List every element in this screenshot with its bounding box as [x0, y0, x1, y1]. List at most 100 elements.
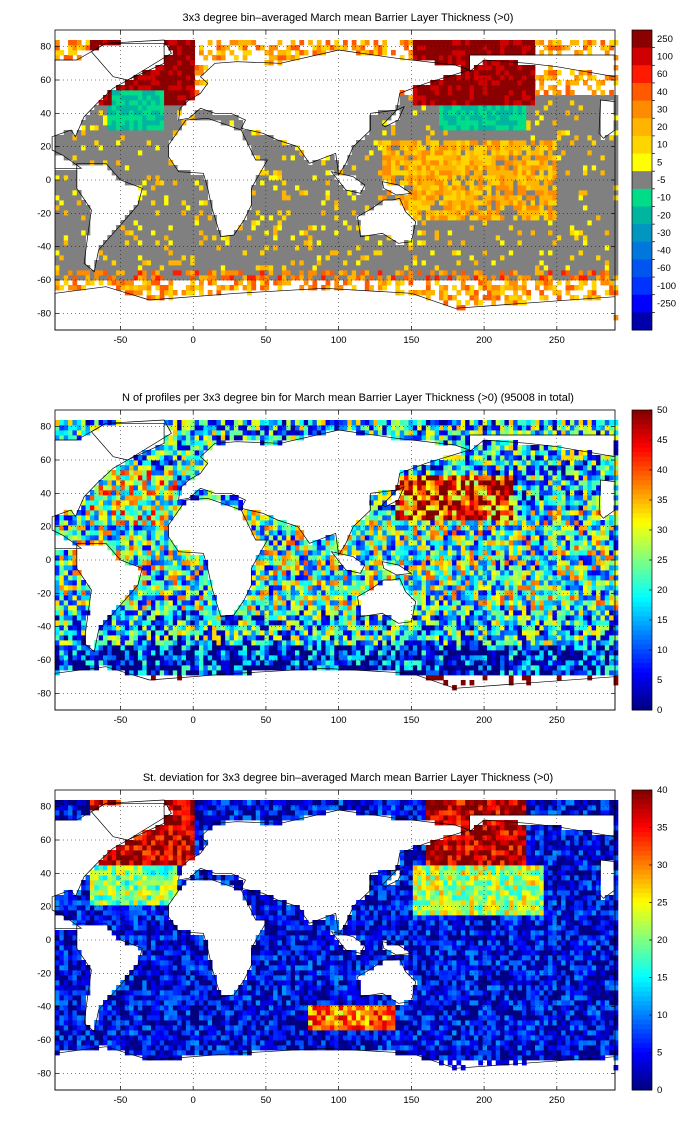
- data-cell: [134, 290, 139, 295]
- data-cell: [500, 70, 505, 75]
- data-cell: [609, 170, 614, 175]
- data-cell: [422, 230, 427, 235]
- data-cell: [312, 205, 317, 210]
- data-cell: [404, 195, 409, 200]
- data-cell: [173, 175, 178, 180]
- data-cell: [548, 280, 553, 285]
- data-cell: [583, 135, 588, 140]
- data-cell: [470, 270, 475, 275]
- data-cell: [522, 185, 527, 190]
- data-cell: [526, 260, 531, 265]
- data-cell: [326, 280, 331, 285]
- data-cell: [151, 85, 156, 90]
- data-cell: [142, 235, 147, 240]
- data-cell: [596, 210, 601, 215]
- data-cell: [282, 200, 287, 205]
- data-cell: [147, 115, 152, 120]
- data-cell: [116, 105, 121, 110]
- data-cell: [238, 235, 243, 240]
- data-cell: [334, 260, 339, 265]
- data-cell: [151, 175, 156, 180]
- data-cell: [68, 515, 73, 520]
- data-cell: [518, 155, 523, 160]
- data-cell: [561, 130, 566, 135]
- data-cell: [116, 260, 121, 265]
- data-cell: [295, 270, 300, 275]
- data-cell: [391, 50, 396, 55]
- data-cell: [531, 275, 536, 280]
- data-cell: [72, 265, 77, 270]
- data-cell: [605, 175, 610, 180]
- data-cell: [448, 160, 453, 165]
- data-cell: [461, 200, 466, 205]
- data-cell: [286, 50, 291, 55]
- data-cell: [312, 285, 317, 290]
- data-cell: [483, 170, 488, 175]
- data-cell: [539, 50, 544, 55]
- data-cell: [374, 115, 379, 120]
- data-cell: [483, 235, 488, 240]
- data-cell: [129, 150, 134, 155]
- data-cell: [68, 180, 73, 185]
- data-cell: [68, 45, 73, 50]
- data-cell: [182, 180, 187, 185]
- data-cell: [544, 180, 549, 185]
- data-cell: [125, 245, 130, 250]
- data-cell: [286, 145, 291, 150]
- data-cell: [160, 65, 165, 70]
- data-cell: [107, 120, 112, 125]
- data-cell: [347, 245, 352, 250]
- data-cell: [64, 590, 69, 595]
- data-cell: [317, 250, 322, 255]
- data-cell: [103, 250, 108, 255]
- data-cell: [312, 45, 317, 50]
- data-cell: [518, 295, 523, 300]
- data-cell: [548, 240, 553, 245]
- data-cell: [77, 605, 82, 610]
- data-cell: [596, 155, 601, 160]
- data-cell: [600, 95, 605, 100]
- data-cell: [90, 505, 95, 510]
- data-cell: [195, 190, 200, 195]
- data-cell: [552, 185, 557, 190]
- x-tick-label: 250: [549, 335, 565, 346]
- data-cell: [112, 270, 117, 275]
- data-cell: [570, 180, 575, 185]
- data-cell: [609, 90, 614, 95]
- data-cell: [103, 125, 108, 130]
- data-cell: [448, 190, 453, 195]
- data-cell: [151, 145, 156, 150]
- data-cell: [422, 110, 427, 115]
- data-cell: [299, 215, 304, 220]
- data-cell: [151, 200, 156, 205]
- data-cell: [147, 215, 152, 220]
- data-cell: [548, 115, 553, 120]
- data-cell: [295, 50, 300, 55]
- data-cell: [155, 175, 160, 180]
- data-cell: [321, 215, 326, 220]
- data-cell: [282, 145, 287, 150]
- data-cell: [408, 40, 413, 45]
- data-cell: [369, 150, 374, 155]
- data-cell: [417, 100, 422, 105]
- data-cell: [587, 95, 592, 100]
- data-cell: [513, 195, 518, 200]
- data-cell: [574, 250, 579, 255]
- data-cell: [504, 125, 509, 130]
- data-cell: [374, 260, 379, 265]
- data-cell: [570, 95, 575, 100]
- data-cell: [435, 120, 440, 125]
- data-cell: [448, 225, 453, 230]
- data-cell: [496, 225, 501, 230]
- data-cell: [583, 185, 588, 190]
- data-cell: [208, 290, 213, 295]
- data-cell: [190, 230, 195, 235]
- data-cell: [596, 165, 601, 170]
- data-cell: [168, 65, 173, 70]
- data-cell: [605, 160, 610, 165]
- data-cell: [470, 175, 475, 180]
- data-cell: [68, 650, 73, 655]
- data-cell: [59, 610, 64, 615]
- data-cell: [470, 295, 475, 300]
- data-cell: [478, 235, 483, 240]
